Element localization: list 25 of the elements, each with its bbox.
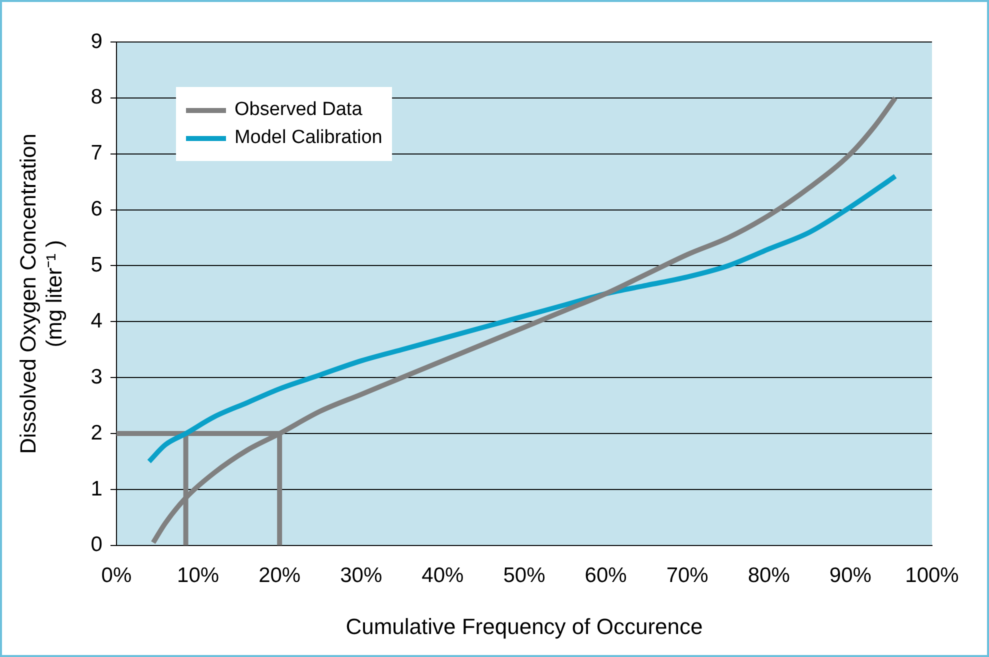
x-tick-label: 50%	[503, 564, 546, 587]
legend-label: Observed Data	[234, 99, 362, 121]
x-tick-label: 90%	[829, 564, 872, 587]
y-tick-label: 5	[90, 254, 102, 277]
y-tick-label: 6	[90, 198, 102, 221]
y-tick-label: 8	[90, 86, 102, 109]
y-tick-label: 0	[90, 533, 102, 556]
y-tick-label: 1	[90, 477, 102, 500]
y-tick-label: 4	[90, 309, 103, 332]
x-tick-label: 20%	[258, 564, 301, 587]
x-tick-label: 60%	[584, 564, 627, 587]
legend-label: Model Calibration	[234, 127, 382, 149]
x-axis-title: Cumulative Frequency of Occurence	[346, 614, 703, 639]
x-tick-label: 40%	[422, 564, 464, 587]
x-tick-label: 10%	[177, 564, 220, 587]
y-tick-label: 2	[90, 421, 102, 444]
y-tick-label: 9	[90, 30, 102, 53]
x-tick-label: 80%	[748, 564, 790, 587]
x-tick-label: 30%	[340, 564, 382, 587]
y-axis-title: Dissolved Oxygen Concentration (mg liter⁻¹ )	[15, 134, 67, 454]
x-tick-label: 100%	[905, 564, 959, 587]
y-tick-label: 3	[90, 365, 102, 388]
x-tick-label: 70%	[666, 564, 708, 587]
y-tick-label: 7	[90, 142, 102, 165]
x-tick-label: 0%	[101, 564, 132, 587]
